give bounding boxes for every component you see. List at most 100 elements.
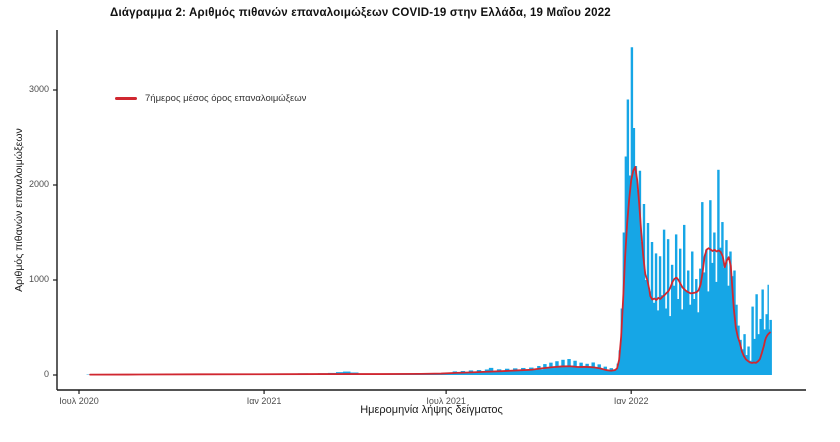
- daily-bar: [761, 289, 764, 375]
- y-axis-title: Αριθμός πιθανών επαναλοιμώξεων: [13, 128, 25, 292]
- y-tick-label-3000: 3000: [28, 84, 49, 94]
- daily-bar: [757, 334, 760, 375]
- daily-bar: [529, 367, 534, 375]
- y-tick-label-2000: 2000: [28, 179, 49, 189]
- daily-bar: [533, 369, 538, 375]
- daily-bar: [759, 318, 762, 375]
- daily-bar: [701, 202, 704, 375]
- legend: 7ήμερος μέσος όρος επαναλοιμώξεων: [115, 93, 306, 104]
- daily-bar: [618, 350, 622, 375]
- daily-bar: [504, 368, 510, 375]
- daily-bar: [472, 372, 478, 375]
- daily-bar: [632, 128, 636, 375]
- daily-bar: [537, 365, 541, 376]
- daily-bar: [579, 362, 583, 375]
- daily-bar: [582, 367, 586, 375]
- daily-bar: [729, 251, 732, 375]
- daily-bar: [642, 204, 646, 375]
- daily-bar: [549, 362, 553, 375]
- daily-bar: [508, 370, 514, 375]
- daily-bar: [517, 370, 522, 375]
- x-tick-label-jul-2020: Ιουλ 2020: [59, 396, 99, 406]
- daily-bar: [543, 364, 547, 375]
- daily-bar: [709, 200, 712, 375]
- y-tick-label-0: 0: [43, 369, 49, 379]
- daily-bar: [768, 329, 770, 375]
- daily-bar: [699, 268, 702, 375]
- daily-bar: [763, 329, 766, 375]
- daily-bar: [652, 302, 656, 375]
- daily-bar: [725, 240, 728, 375]
- daily-bar: [755, 294, 758, 375]
- daily-bar: [680, 309, 684, 375]
- daily-bar: [745, 355, 748, 375]
- daily-bar: [564, 365, 568, 376]
- daily-bar: [666, 239, 670, 375]
- daily-bar: [634, 166, 638, 375]
- daily-bar: [685, 291, 688, 375]
- daily-bar: [703, 272, 706, 375]
- daily-bar: [644, 280, 648, 375]
- daily-bar: [513, 368, 518, 375]
- daily-bar: [741, 349, 744, 375]
- daily-bar: [727, 285, 730, 375]
- daily-bar: [576, 366, 580, 375]
- daily-bar: [672, 285, 676, 375]
- daily-bar: [628, 175, 632, 375]
- daily-bar: [695, 279, 698, 375]
- daily-bar: [588, 366, 592, 375]
- daily-bar: [691, 251, 694, 375]
- daily-bar: [687, 270, 690, 375]
- x-tick-label-jan-2021: Ιαν 2021: [246, 396, 282, 406]
- daily-bar: [552, 367, 556, 375]
- avg-line: [89, 166, 771, 376]
- daily-bar: [638, 170, 642, 375]
- daily-bar: [654, 253, 658, 375]
- daily-bar: [561, 359, 565, 375]
- daily-bar: [540, 369, 544, 375]
- y-tick-label-1000: 1000: [28, 274, 49, 284]
- daily-bar: [707, 291, 710, 375]
- daily-bar: [620, 308, 624, 375]
- daily-bar: [751, 306, 754, 375]
- daily-bar: [612, 370, 615, 375]
- daily-bar: [558, 366, 562, 375]
- daily-bar: [614, 369, 618, 375]
- daily-bar: [646, 223, 650, 375]
- daily-bar: [591, 362, 595, 375]
- daily-bar: [721, 222, 724, 375]
- x-axis-title: Ημερομηνία λήψης δείγματος: [360, 404, 503, 416]
- daily-bar: [664, 308, 668, 375]
- daily-bar: [668, 316, 672, 375]
- daily-bar: [600, 368, 604, 375]
- daily-bar: [492, 371, 498, 375]
- daily-bar: [689, 304, 692, 375]
- daily-bar: [765, 314, 768, 375]
- daily-bar: [624, 156, 628, 375]
- daily-bar: [521, 367, 526, 375]
- x-tick-label-jan-2022: Ιαν 2022: [613, 396, 649, 406]
- daily-bar: [739, 339, 742, 375]
- daily-bar: [648, 291, 652, 375]
- daily-bar: [606, 370, 610, 375]
- daily-bar: [683, 224, 686, 375]
- daily-bar: [597, 364, 601, 375]
- daily-bar: [585, 363, 589, 375]
- daily-bar: [640, 242, 644, 375]
- daily-bar: [525, 370, 530, 375]
- daily-bar: [555, 361, 559, 376]
- daily-bar: [594, 367, 598, 375]
- daily-bar: [656, 310, 660, 375]
- daily-bar: [662, 229, 666, 375]
- daily-bar: [616, 363, 620, 375]
- daily-bar: [749, 360, 752, 375]
- daily-bar: [456, 373, 462, 375]
- daily-bar: [626, 99, 630, 375]
- daily-bar: [546, 368, 550, 375]
- daily-bar: [670, 264, 674, 375]
- daily-bar: [717, 169, 720, 375]
- daily-bar: [711, 262, 714, 375]
- daily-bar: [464, 372, 470, 375]
- daily-bar: [678, 248, 682, 375]
